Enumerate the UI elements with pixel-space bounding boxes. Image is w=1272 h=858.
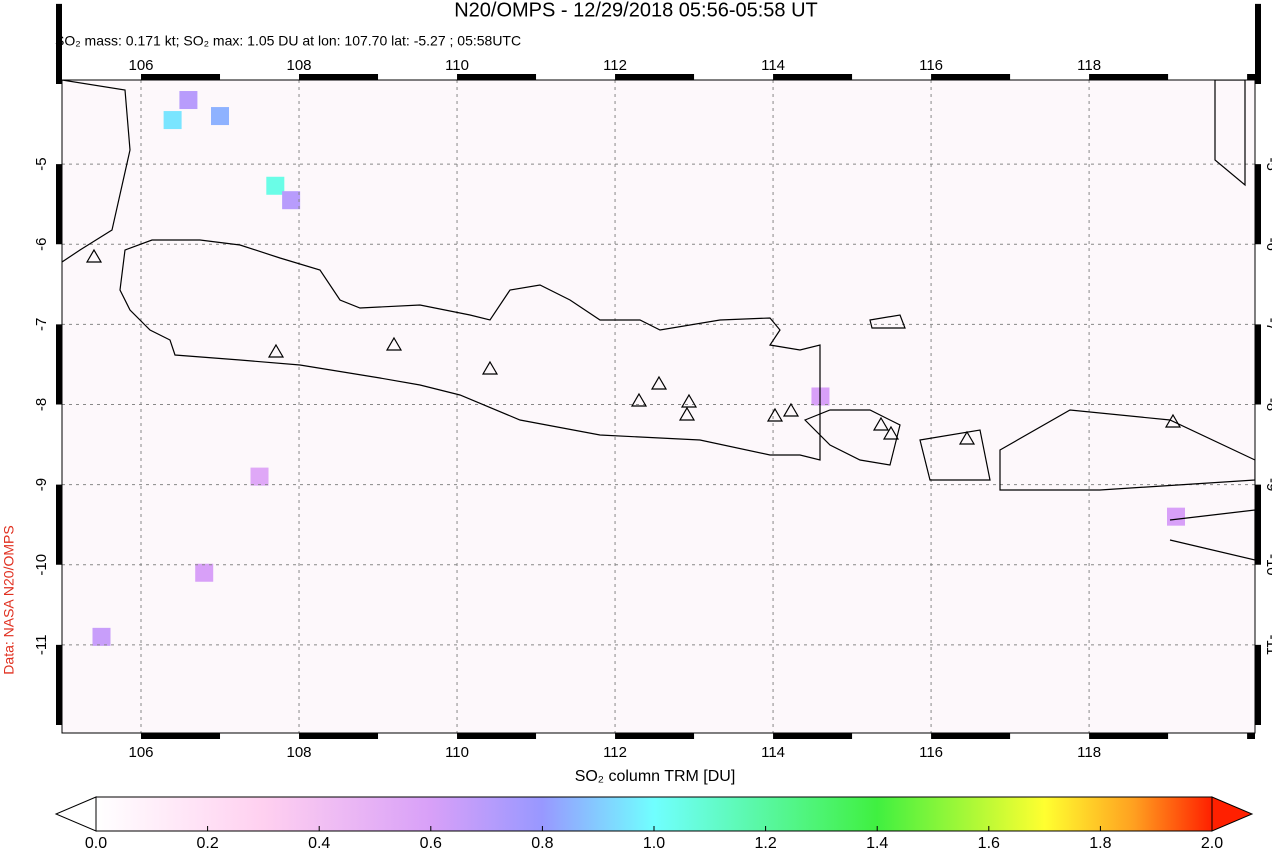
colorbar-tick-label: 0.8 xyxy=(531,835,553,852)
credit: Data: NASA N20/OMPS xyxy=(1,525,17,674)
x-tick-label: 114 xyxy=(761,744,785,761)
so2-cell xyxy=(211,107,230,126)
frame-bar xyxy=(56,484,62,565)
frame-bar xyxy=(141,733,221,739)
colorbar-tick-label: 1.0 xyxy=(643,835,665,852)
colorbar-label: SO₂ column TRM [DU] xyxy=(575,768,736,785)
colorbar-tick-label: 1.2 xyxy=(754,835,776,852)
colorbar-low-arrow xyxy=(54,796,97,832)
frame-bar xyxy=(1247,74,1255,80)
frame-bar xyxy=(1255,3,1261,85)
frame-bar xyxy=(1089,733,1169,739)
x-tick-label: 110 xyxy=(445,57,469,74)
subtitle: SO₂ mass: 0.171 kt; SO₂ max: 1.05 DU at … xyxy=(55,33,521,49)
frame-bar xyxy=(615,74,695,80)
y-tick-label: -6 xyxy=(1263,238,1272,251)
frame-bar xyxy=(299,74,379,80)
x-tick-label: 106 xyxy=(128,57,153,74)
so2-cell xyxy=(282,191,301,210)
colorbar-tick-label: 0.2 xyxy=(196,835,218,852)
frame-bar xyxy=(1255,644,1261,725)
colorbar-tick-label: 1.6 xyxy=(978,835,1000,852)
colorbar xyxy=(95,796,1213,832)
y-tick-label: -8 xyxy=(33,398,50,411)
x-tick-label: 108 xyxy=(287,57,312,74)
frame-bar xyxy=(615,733,695,739)
so2-cell xyxy=(195,563,214,582)
frame-bar xyxy=(773,733,853,739)
title: N20/OMPS - 12/29/2018 05:56-05:58 UT xyxy=(454,0,818,21)
so2-cell xyxy=(250,467,269,486)
y-tick-label: -11 xyxy=(1263,635,1272,656)
x-tick-label: 116 xyxy=(919,57,943,74)
frame-bar xyxy=(56,644,62,725)
x-tick-label: 114 xyxy=(761,57,785,74)
x-tick-label: 106 xyxy=(128,744,153,761)
frame-bar xyxy=(1255,164,1261,245)
y-tick-label: -9 xyxy=(33,478,50,491)
frame-bar xyxy=(1255,484,1261,565)
colorbar-tick-label: 0.0 xyxy=(85,835,107,852)
frame-bar xyxy=(457,733,537,739)
frame-bar xyxy=(1247,733,1255,739)
frame-bar xyxy=(56,164,62,245)
y-tick-label: -7 xyxy=(33,318,50,331)
so2-cell xyxy=(179,91,198,110)
frame-bar xyxy=(1089,74,1169,80)
y-tick-label: -10 xyxy=(33,554,50,576)
frame-bar xyxy=(56,324,62,405)
x-tick-label: 116 xyxy=(919,744,943,761)
frame-bar xyxy=(56,3,62,85)
so2-cell xyxy=(266,176,285,195)
x-tick-label: 118 xyxy=(1077,744,1101,761)
x-tick-label: 112 xyxy=(603,744,627,761)
coastlines xyxy=(62,80,1255,561)
frame-bar xyxy=(457,74,537,80)
colorbar-tick-label: 1.4 xyxy=(866,835,888,852)
colorbar-tick-label: 2.0 xyxy=(1201,835,1223,852)
y-tick-label: -5 xyxy=(1263,157,1272,170)
frame-bar xyxy=(773,74,853,80)
colorbar-tick-label: 1.8 xyxy=(1089,835,1111,852)
y-tick-label: -11 xyxy=(33,635,50,656)
map-frame xyxy=(61,79,1256,734)
frame-bar xyxy=(931,74,1011,80)
so2-cell xyxy=(92,627,111,646)
colorbar-tick-label: 0.6 xyxy=(420,835,442,852)
y-tick-label: -6 xyxy=(33,238,50,251)
so2-cell xyxy=(1166,507,1185,526)
frame-bar xyxy=(931,733,1011,739)
y-tick-label: -9 xyxy=(1263,478,1272,491)
frame-bar xyxy=(1255,324,1261,405)
y-tick-label: -10 xyxy=(1263,554,1272,576)
x-tick-label: 110 xyxy=(445,744,469,761)
so2-cell xyxy=(163,111,182,130)
y-tick-label: -7 xyxy=(1263,318,1272,331)
x-tick-label: 108 xyxy=(287,744,312,761)
y-tick-label: -8 xyxy=(1263,398,1272,411)
y-tick-label: -5 xyxy=(33,157,50,170)
map-area xyxy=(62,80,1255,733)
x-tick-label: 112 xyxy=(603,57,627,74)
frame-bar xyxy=(299,733,379,739)
frame-bar xyxy=(141,74,221,80)
volcanoes xyxy=(85,248,1182,445)
x-tick-label: 118 xyxy=(1077,57,1101,74)
colorbar-high-arrow xyxy=(1211,796,1254,832)
colorbar-tick-label: 0.4 xyxy=(308,835,330,852)
